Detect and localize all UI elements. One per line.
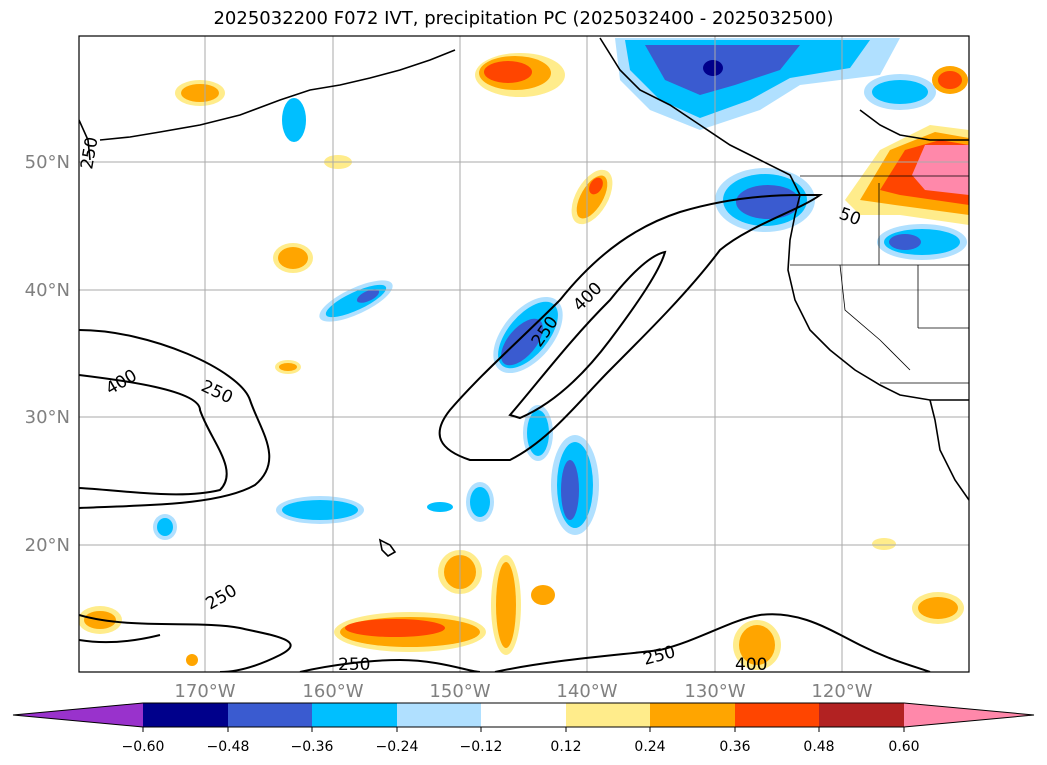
- colorbar-tick-label: 0.36: [719, 739, 750, 755]
- colorbar-tick-label: 0.60: [888, 739, 919, 755]
- lon-label: 170°W: [174, 681, 235, 702]
- colorbar-segment: [481, 703, 566, 727]
- colorbar-tick-label: −0.48: [207, 739, 250, 755]
- political-borders: [790, 175, 969, 384]
- ivt-contours: [79, 194, 931, 672]
- map-plot-area: 250 250 400 400 250 250 250 50 250 400: [77, 36, 969, 675]
- colorbar-segment: [566, 703, 650, 727]
- latitude-labels: 50°N 40°N 30°N 20°N: [25, 152, 70, 556]
- precip-shading: [79, 38, 969, 670]
- map-title: 2025032200 F072 IVT, precipitation PC (2…: [213, 8, 834, 29]
- colorbar-segment: [819, 703, 904, 727]
- colorbar-max-extension: [904, 703, 1034, 727]
- colorbar-segment: [650, 703, 735, 727]
- lon-label: 130°W: [684, 681, 745, 702]
- colorbar-tick-label: 0.48: [803, 739, 834, 755]
- colorbar-tick-label: −0.36: [291, 739, 334, 755]
- colorbar-segment: [735, 703, 819, 727]
- coastlines: [79, 37, 969, 557]
- map-frame: [78, 35, 970, 673]
- colorbar-segment: [397, 703, 481, 727]
- lat-label: 40°N: [25, 280, 70, 301]
- contour-label: 400: [735, 655, 767, 675]
- colorbar-tick-label: −0.24: [376, 739, 419, 755]
- colorbar-min-extension: [13, 703, 143, 727]
- contour-label: 250: [77, 135, 102, 170]
- longitude-labels: 170°W 160°W 150°W 140°W 130°W 120°W: [174, 681, 872, 702]
- colorbar-tick-label: −0.60: [122, 739, 165, 755]
- lon-label: 150°W: [429, 681, 490, 702]
- graticule: [79, 36, 969, 672]
- colorbar: −0.60 −0.48 −0.36 −0.24 −0.12 0.12 0.24 …: [12, 702, 1035, 755]
- colorbar-tick-label: −0.12: [460, 739, 503, 755]
- colorbar-tick-label: 0.12: [550, 739, 581, 755]
- contour-label: 250: [338, 655, 370, 675]
- lon-label: 120°W: [811, 681, 872, 702]
- lon-label: 160°W: [302, 681, 363, 702]
- colorbar-tick-label: 0.24: [634, 739, 665, 755]
- lat-label: 30°N: [25, 407, 70, 428]
- lat-label: 20°N: [25, 535, 70, 556]
- colorbar-segment: [312, 703, 397, 727]
- colorbar-segment: [228, 703, 312, 727]
- lon-label: 140°W: [556, 681, 617, 702]
- colorbar-segment: [143, 703, 228, 727]
- lat-label: 50°N: [25, 152, 70, 173]
